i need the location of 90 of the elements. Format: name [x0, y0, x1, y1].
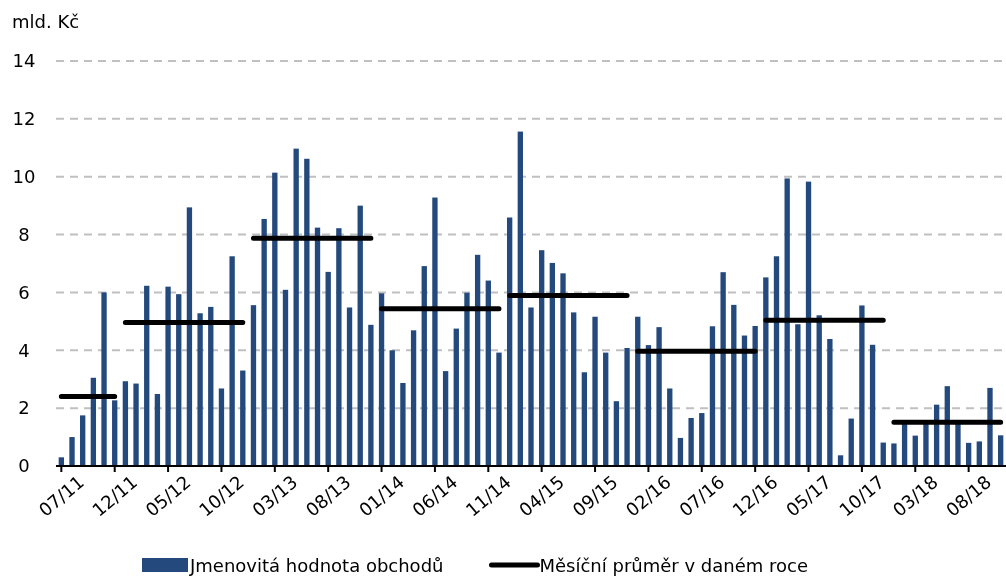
bar	[261, 218, 267, 466]
bar	[410, 330, 417, 466]
bar	[528, 307, 534, 466]
bar	[677, 437, 684, 466]
bar	[389, 350, 395, 466]
bar	[816, 315, 822, 466]
y-tick-label: 14	[12, 50, 36, 72]
bar	[859, 305, 865, 466]
bar	[112, 400, 118, 466]
legend-label: Jmenovitá hodnota obchodů	[189, 555, 444, 576]
y-tick-label: 2	[18, 397, 30, 419]
y-tick-label: 12	[12, 108, 36, 130]
bar	[592, 316, 598, 466]
bar	[432, 197, 438, 466]
bar	[955, 423, 961, 466]
bar	[560, 273, 566, 466]
bar	[80, 415, 86, 466]
bar	[496, 352, 502, 466]
bar	[378, 293, 385, 466]
bar	[144, 285, 150, 466]
bar	[133, 383, 139, 466]
bar	[731, 304, 737, 466]
bar	[549, 262, 556, 466]
bar	[218, 388, 225, 466]
bar	[197, 313, 203, 466]
bar	[827, 339, 833, 466]
bar	[314, 227, 321, 466]
y-tick-label: 6	[18, 281, 30, 303]
bar	[293, 148, 299, 466]
bar	[421, 266, 427, 466]
bar	[485, 280, 491, 466]
bar	[122, 381, 129, 466]
bar	[752, 325, 758, 466]
y-tick-label: 4	[18, 339, 30, 361]
bar	[635, 316, 641, 466]
y-tick-label: 8	[18, 223, 30, 245]
bar	[325, 271, 331, 466]
bar	[282, 289, 289, 466]
bar	[442, 371, 449, 466]
bar	[923, 423, 929, 466]
bar	[186, 207, 193, 466]
bar	[453, 328, 459, 466]
bar	[517, 131, 523, 466]
bar	[69, 437, 75, 466]
bar	[539, 250, 545, 466]
bar	[229, 256, 235, 466]
bar	[101, 292, 107, 466]
bar	[571, 312, 577, 466]
bar	[656, 327, 662, 466]
bar	[357, 205, 363, 466]
bar	[336, 228, 342, 466]
y-axis-title: mld. Kč	[12, 11, 80, 32]
bar	[176, 294, 182, 466]
bar	[208, 306, 214, 466]
y-tick-label: 10	[12, 165, 36, 187]
bar	[912, 435, 918, 466]
bar	[763, 277, 769, 466]
bar	[613, 401, 620, 466]
bar	[240, 370, 246, 466]
bar	[250, 305, 257, 466]
bar	[368, 324, 374, 466]
bar	[805, 181, 812, 466]
bar	[848, 418, 854, 466]
bar	[624, 347, 630, 466]
y-tick-label: 0	[18, 455, 30, 477]
bar	[667, 388, 673, 466]
bar	[165, 286, 171, 466]
bar	[272, 172, 278, 466]
bar	[688, 417, 694, 466]
bar	[154, 393, 161, 466]
bar	[400, 382, 406, 466]
bar	[699, 413, 705, 466]
bar	[976, 441, 982, 466]
legend-label: Měsíční průměr v daném roce	[539, 555, 809, 576]
bar	[987, 387, 993, 466]
bar	[346, 307, 353, 466]
bar	[869, 344, 876, 466]
bar	[581, 372, 588, 466]
bar	[795, 324, 801, 466]
bar	[709, 326, 716, 466]
bar	[304, 158, 310, 466]
bar	[603, 352, 609, 466]
bar	[773, 256, 780, 466]
bar	[997, 435, 1004, 466]
bar	[506, 217, 513, 466]
bar	[784, 178, 790, 466]
bar	[720, 272, 726, 466]
bar	[474, 254, 481, 466]
bar	[891, 443, 897, 466]
bar	[464, 292, 470, 466]
